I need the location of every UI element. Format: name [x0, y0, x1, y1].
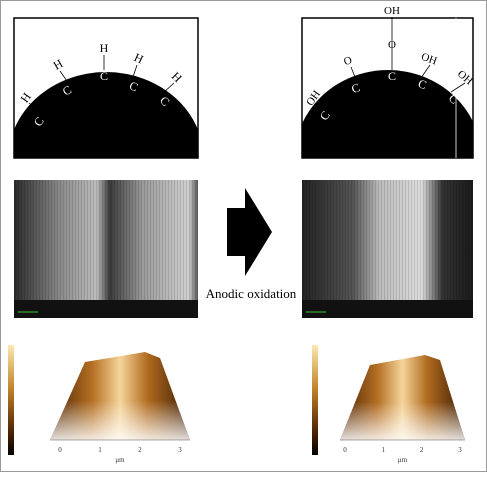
atom-label: C	[100, 69, 108, 83]
afm-tick: 2	[420, 446, 424, 454]
atom-label: O	[388, 39, 396, 51]
afm-tick: 2	[138, 446, 142, 454]
afm-axis-label: μm	[115, 456, 125, 464]
sem-after	[302, 180, 473, 318]
afm-tick: 0	[58, 446, 62, 454]
sem-before	[14, 180, 198, 318]
figure: Anodic oxidation HCHCHCHCHCOHCOCOHCOHCOH…	[0, 0, 487, 472]
arrow-label: Anodic oxidation	[206, 286, 297, 301]
atom-label: C	[388, 69, 396, 83]
afm-tick: 3	[458, 446, 462, 454]
atom-label: OH	[384, 5, 400, 17]
afm-tick: 3	[178, 446, 182, 454]
afm-tick: 1	[382, 446, 386, 454]
afm-tick: 0	[343, 446, 347, 454]
afm-tick: 1	[98, 446, 102, 454]
atom-label: H	[100, 41, 109, 55]
afm-axis-label: μm	[398, 456, 408, 464]
